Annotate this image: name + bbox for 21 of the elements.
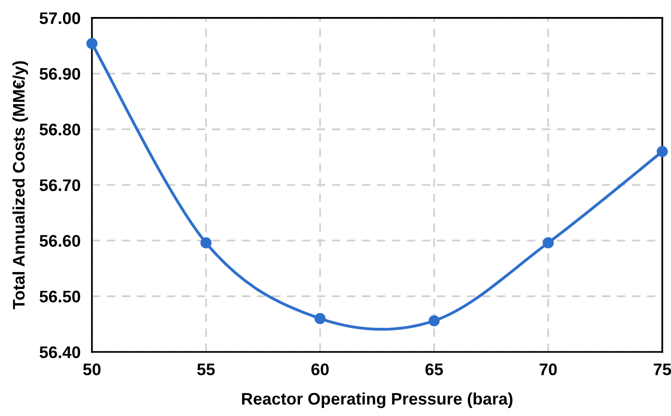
y-tick-label: 57.00: [40, 12, 80, 24]
point: [542, 237, 554, 248]
y-tick-label: 56.80: [40, 124, 80, 136]
point: [86, 38, 98, 50]
y-tick-label: 56.50: [40, 290, 80, 302]
x-axis-title: Reactor Operating Pressure (bara): [242, 392, 512, 408]
x-tick-label: 70: [540, 363, 557, 376]
x-tick-label: 55: [197, 364, 215, 376]
y-tick-label: 56.40: [40, 346, 80, 358]
x-tick-label: 75: [654, 364, 671, 376]
x-tick-label: 65: [425, 363, 443, 376]
point: [200, 237, 212, 248]
point: [428, 315, 440, 326]
point: [656, 146, 668, 158]
x-tick-label: 50: [83, 363, 101, 376]
x-tick-label: 60: [311, 363, 329, 376]
y-axis-title: Total Annualized Costs (MM€/y): [12, 61, 28, 310]
point: [314, 312, 326, 324]
y-tick-label: 56.60: [40, 234, 80, 247]
y-tick-label: 56.90: [40, 68, 80, 80]
y-tick-label: 56.70: [40, 179, 80, 192]
